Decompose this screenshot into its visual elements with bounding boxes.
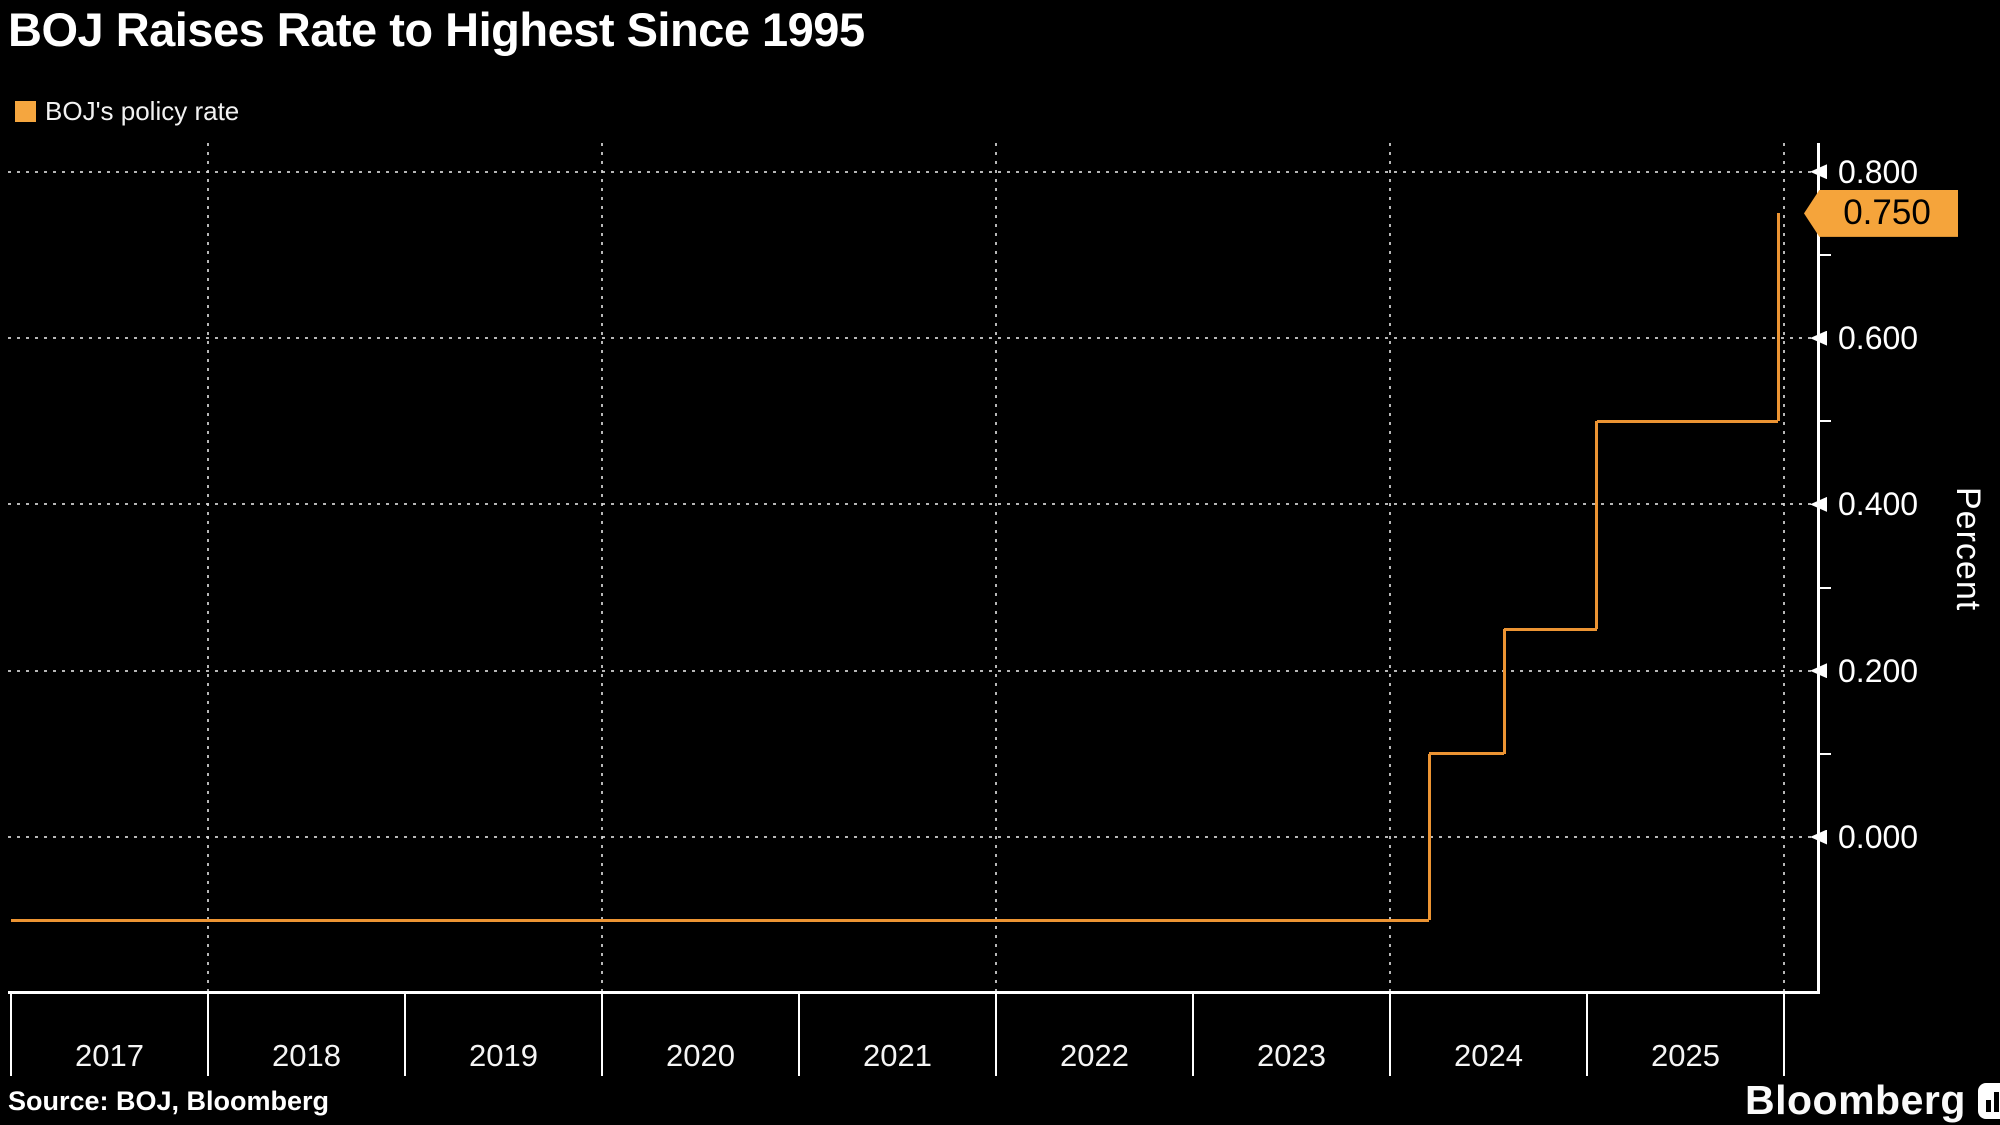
h-gridline — [8, 669, 1818, 672]
y-axis-minor-tick — [1819, 253, 1831, 256]
v-gridline — [601, 143, 603, 992]
policy-rate-step-line-segment — [1504, 627, 1597, 631]
policy-rate-step-line-segment — [1429, 752, 1505, 756]
policy-rate-step-line-segment — [1427, 753, 1431, 921]
h-gridline — [8, 337, 1818, 340]
y-axis-tick-label: 0.000 — [1838, 819, 1919, 855]
x-axis-year-tick — [1192, 992, 1194, 1076]
page-title: BOJ Raises Rate to Highest Since 1995 — [8, 3, 865, 56]
bloomberg-wordmark: Bloomberg — [1745, 1077, 1966, 1123]
y-axis-minor-tick — [1819, 752, 1831, 755]
x-axis-year-label: 2022 — [1060, 1038, 1129, 1073]
policy-rate-step-line-segment — [11, 918, 1430, 922]
h-gridline — [8, 503, 1818, 506]
legend: BOJ's policy rate — [15, 96, 239, 127]
x-axis-year-tick — [995, 992, 997, 1076]
y-axis-tick-label: 0.200 — [1838, 652, 1919, 689]
x-axis-year-label: 2017 — [75, 1038, 144, 1073]
y-axis-title: Percent — [1949, 487, 1987, 612]
y-axis-line — [1817, 143, 1820, 994]
x-axis-year-tick — [798, 992, 800, 1076]
legend-label: BOJ's policy rate — [45, 96, 240, 126]
branding: Bloomberg — [1745, 1077, 2000, 1124]
x-axis-year-tick — [1783, 992, 1785, 1076]
y-axis-tick-label: 0.600 — [1838, 320, 1919, 357]
x-axis-year-label: 2018 — [272, 1038, 341, 1073]
h-gridline — [8, 170, 1818, 173]
y-axis-tick-label: 0.800 — [1838, 153, 1919, 190]
last-value-label: 0.750 — [1843, 193, 1931, 233]
x-axis-year-tick — [1389, 992, 1391, 1076]
x-axis-year-label: 2024 — [1454, 1038, 1523, 1073]
v-gridline — [1783, 143, 1785, 992]
x-axis-year-tick — [601, 992, 603, 1076]
x-axis-line — [8, 991, 1819, 994]
last-value-tag: 0.750 — [1804, 189, 1958, 237]
chart-plot-area — [8, 143, 1818, 992]
x-axis-year-label: 2025 — [1651, 1038, 1720, 1073]
x-axis-year-label: 2023 — [1257, 1038, 1326, 1073]
v-gridline — [207, 143, 209, 992]
policy-rate-step-line-segment — [1596, 419, 1779, 423]
v-gridline — [995, 143, 997, 992]
x-axis-year-tick — [1586, 992, 1588, 1076]
x-axis-year-label: 2019 — [469, 1038, 538, 1073]
x-axis-year-tick — [404, 992, 406, 1076]
legend-swatch — [15, 101, 36, 122]
source-note: Source: BOJ, Bloomberg — [8, 1086, 330, 1116]
policy-rate-step-line-segment — [1776, 213, 1780, 422]
y-axis-tick-label: 0.400 — [1838, 486, 1919, 523]
y-axis-minor-tick — [1819, 420, 1831, 423]
h-gridline — [8, 836, 1818, 838]
v-gridline — [1389, 143, 1391, 992]
policy-rate-step-line-segment — [1502, 629, 1506, 754]
x-axis-year-tick — [10, 992, 12, 1076]
policy-rate-step-line-segment — [1595, 421, 1599, 630]
bar-chart-icon — [1977, 1082, 2000, 1119]
x-axis-year-label: 2020 — [666, 1038, 735, 1073]
x-axis-year-tick — [207, 992, 209, 1076]
x-axis-year-label: 2021 — [863, 1038, 932, 1073]
y-axis-minor-tick — [1819, 586, 1831, 589]
